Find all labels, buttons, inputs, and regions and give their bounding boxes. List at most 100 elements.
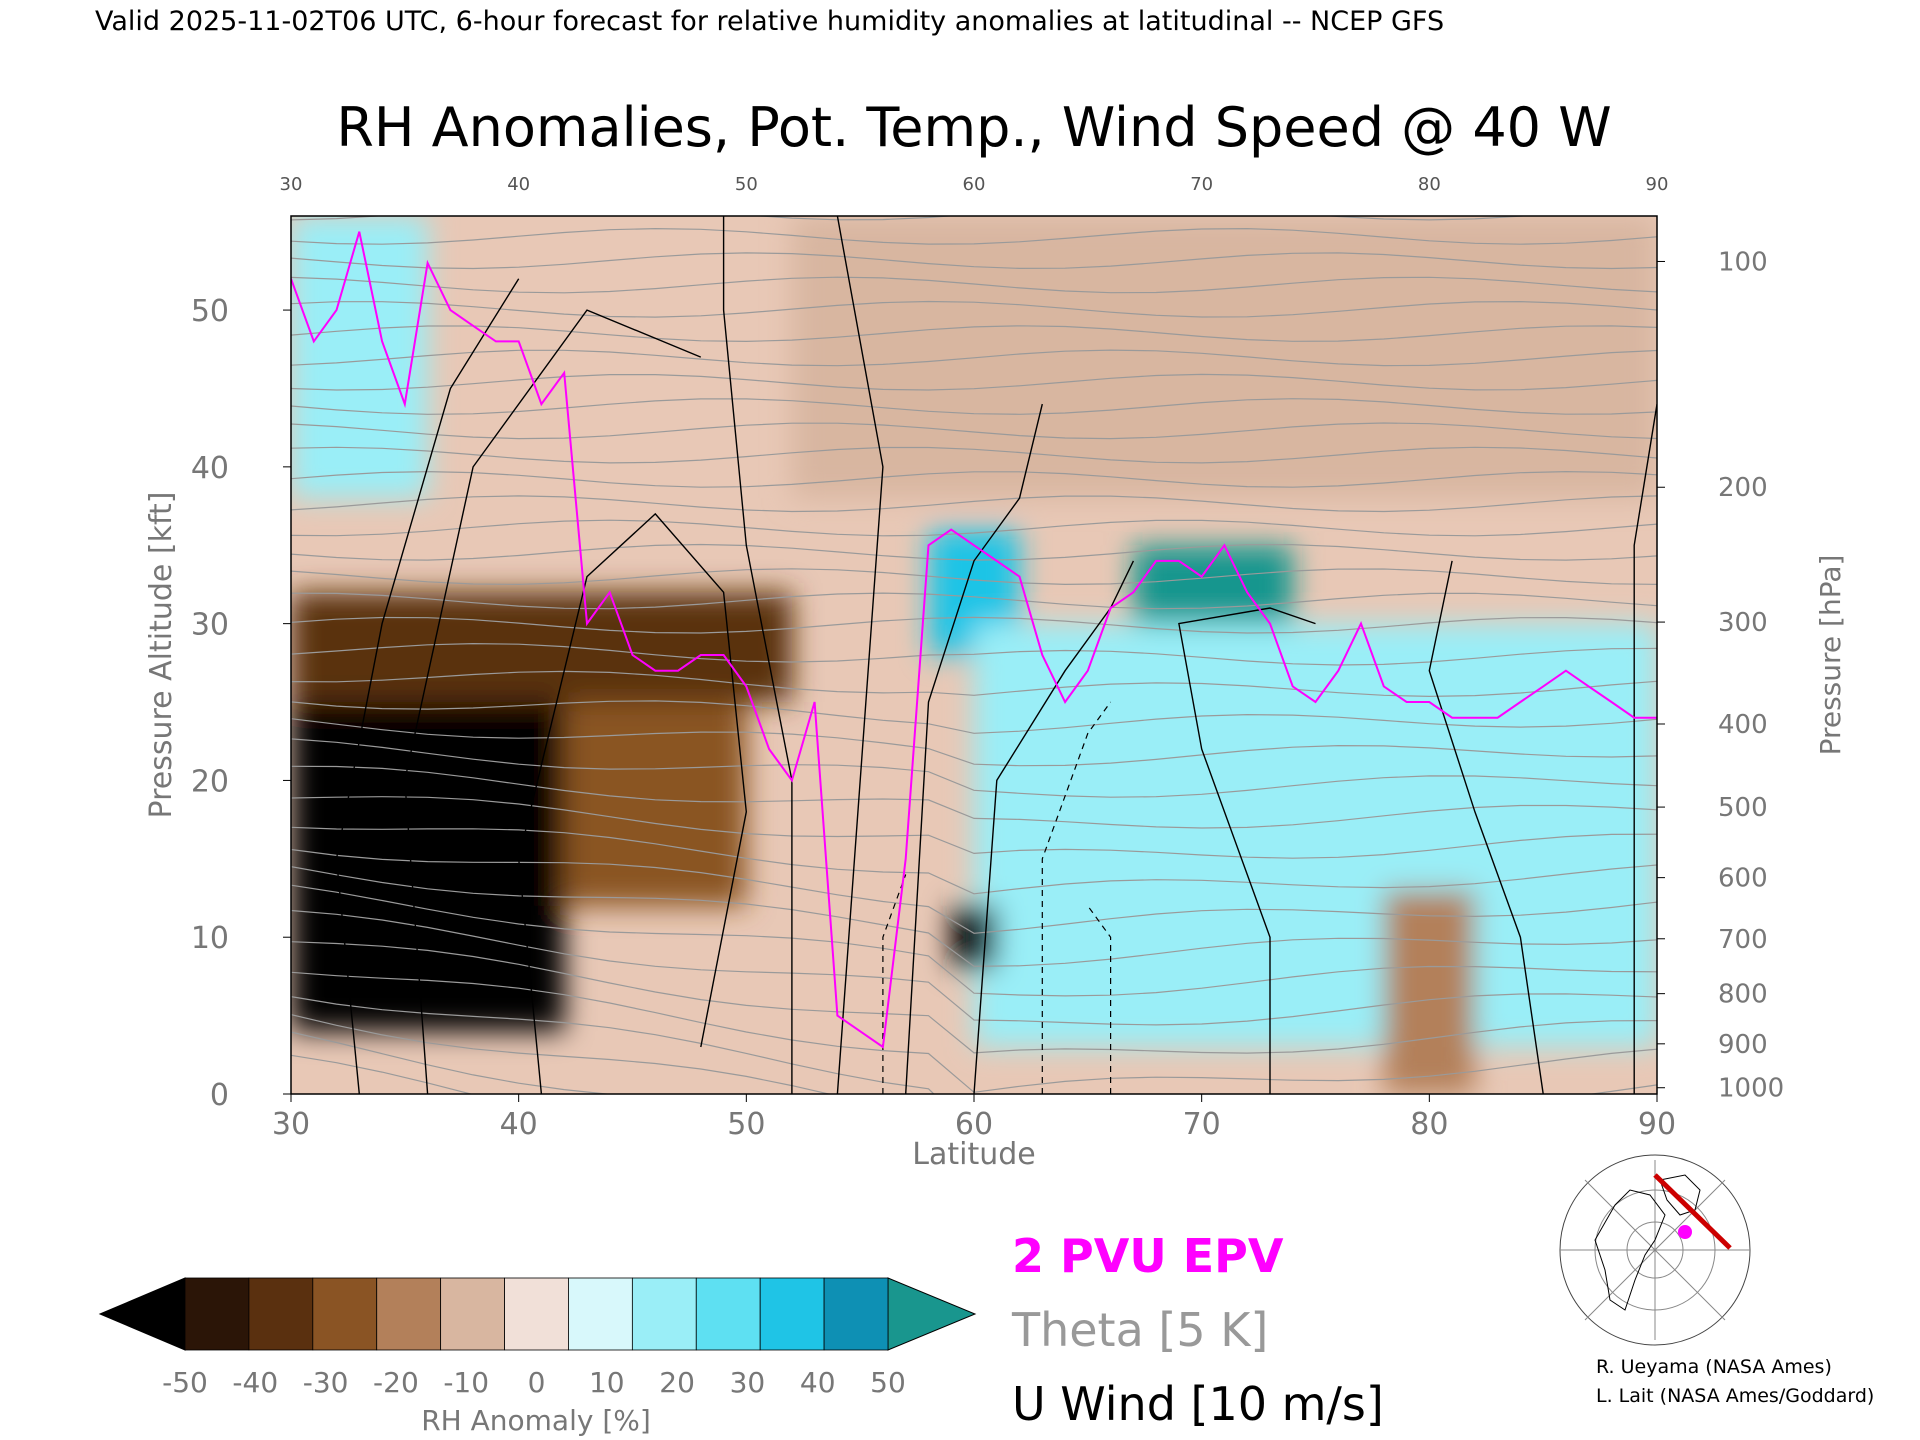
colorbar-swatch — [695, 1277, 761, 1351]
colorbar-tick-label: -30 — [303, 1366, 349, 1399]
theta-contour — [291, 398, 1657, 415]
rh-region-7 — [1383, 890, 1475, 1094]
x-axis-bottom: 30 40 50 60 70 80 90 — [272, 1094, 1676, 1142]
legend-theta: Theta [5 K] — [1011, 1303, 1268, 1357]
pressure-tick-label: 600 — [1718, 864, 1768, 894]
wind-contour — [517, 512, 748, 1094]
plot-area — [290, 215, 1658, 1095]
wind-contour — [973, 560, 1135, 1094]
colorbar-tick-label: 40 — [800, 1366, 836, 1399]
rh-region-9 — [951, 905, 997, 969]
colorbar-tick-label: 50 — [870, 1366, 906, 1399]
wind-contour — [836, 216, 884, 1094]
colorbar-swatch — [376, 1277, 442, 1351]
x-axis-label: Latitude — [912, 1137, 1035, 1172]
x-tick-label: 80 — [1410, 1107, 1448, 1142]
pressure-tick-label: 500 — [1718, 793, 1768, 823]
theta-contour — [291, 300, 1657, 318]
colorbar-tick-label: 0 — [528, 1366, 546, 1399]
wind-contour — [335, 278, 520, 1094]
credit-line-1: R. Ueyama (NASA Ames) — [1596, 1356, 1832, 1378]
theta-contour — [291, 796, 1657, 859]
pressure-tick-label: 800 — [1718, 980, 1768, 1010]
colorbar-tick-label: -40 — [232, 1366, 278, 1399]
colorbar-swatch — [568, 1277, 633, 1351]
colorbar-label: RH Anomaly [%] — [421, 1404, 651, 1437]
x-tick-label: 30 — [272, 1107, 310, 1142]
colorbar-tick-label: -10 — [443, 1366, 489, 1399]
wind-contour-negative — [882, 874, 907, 1094]
pressure-tick-label: 700 — [1718, 925, 1768, 955]
legend-epv: 2 PVU EPV — [1012, 1229, 1284, 1283]
rh-anomaly-field — [291, 216, 1657, 1094]
colorbar-tick-label: -50 — [162, 1366, 208, 1399]
theta-contour — [291, 642, 1657, 666]
pressure-tick-label: 300 — [1718, 608, 1768, 638]
wind-contour-negative — [1041, 701, 1112, 1094]
theta-contour — [291, 909, 1657, 1026]
theta-contours — [291, 216, 1657, 1094]
y-axis-left: 0 10 20 30 40 50 — [191, 294, 291, 1113]
theta-contour — [291, 252, 1657, 270]
wind-contour — [1178, 607, 1316, 1094]
theta-contour — [291, 738, 1657, 798]
map-coastline — [1594, 1189, 1666, 1311]
map-coastline-greenland — [1659, 1174, 1701, 1216]
theta-contour — [291, 216, 1531, 221]
y-axis-label: Pressure Altitude [kft] — [144, 492, 179, 819]
x-top-tick-label: 30 — [280, 174, 303, 195]
x-tick-label: 70 — [1183, 1107, 1221, 1142]
colorbar-under-arrow — [98, 1277, 186, 1351]
x-tick-label: 50 — [727, 1107, 765, 1142]
x-top-tick-label: 40 — [507, 174, 530, 195]
colorbar-swatch — [504, 1277, 569, 1351]
theta-contour — [291, 996, 1657, 1094]
x-top-tick-label: 80 — [1418, 174, 1441, 195]
theta-contour — [291, 1014, 832, 1094]
x-tick-label: 90 — [1638, 1107, 1676, 1142]
rh-region-1 — [291, 592, 792, 703]
theta-contour — [291, 349, 1657, 367]
wind-contour — [1428, 560, 1544, 1094]
colorbar-tick-label: 20 — [659, 1366, 695, 1399]
colorbar-swatch — [184, 1277, 250, 1351]
theta-contour — [291, 1031, 613, 1094]
colorbar-swatch — [248, 1277, 314, 1351]
top-caption: Valid 2025-11-02T06 UTC, 6-hour forecast… — [95, 6, 1444, 37]
colorbar-swatch — [631, 1277, 697, 1351]
colorbar-swatch — [440, 1277, 505, 1351]
x-top-tick-label: 70 — [1190, 174, 1213, 195]
colorbar-swatch — [759, 1277, 825, 1351]
colorbar: -50 -40 -30 -20 -10 0 10 20 30 40 50 — [98, 1277, 977, 1399]
wind-contour — [722, 216, 793, 1094]
theta-contour — [291, 495, 1657, 513]
colorbar-tick-label: 10 — [589, 1366, 625, 1399]
theta-contour — [291, 373, 1657, 391]
theta-contour — [291, 866, 1657, 967]
wind-contour — [1633, 403, 1657, 1094]
x-axis-top: 30 40 50 60 70 80 90 — [280, 174, 1669, 195]
colorbar-swatch — [312, 1277, 378, 1351]
rh-region-0 — [291, 702, 565, 1032]
epv-2pvu-line — [291, 231, 1657, 1049]
x-tick-label: 60 — [955, 1107, 993, 1142]
pressure-tick-label: 200 — [1718, 473, 1768, 503]
section-track — [1653, 1173, 1732, 1250]
colorbar-over-arrow — [887, 1277, 977, 1351]
theta-contour — [291, 670, 1657, 698]
y-tick-label: 20 — [191, 764, 229, 799]
theta-contour — [291, 446, 1657, 464]
u-wind-contours — [335, 216, 1657, 1094]
theta-contour — [291, 765, 1657, 829]
theta-contour — [291, 941, 1657, 1054]
theta-contour — [291, 592, 1657, 610]
wind-contour — [404, 309, 702, 1094]
y-tick-label: 0 — [210, 1078, 229, 1113]
y-tick-label: 50 — [191, 294, 229, 329]
y-tick-label: 30 — [191, 608, 229, 643]
wind-contour — [905, 403, 1043, 1094]
pressure-tick-label: 100 — [1718, 247, 1768, 277]
theta-contour — [291, 826, 1657, 895]
colorbar-tick-label: -20 — [373, 1366, 419, 1399]
pressure-tick-label: 400 — [1718, 710, 1768, 740]
